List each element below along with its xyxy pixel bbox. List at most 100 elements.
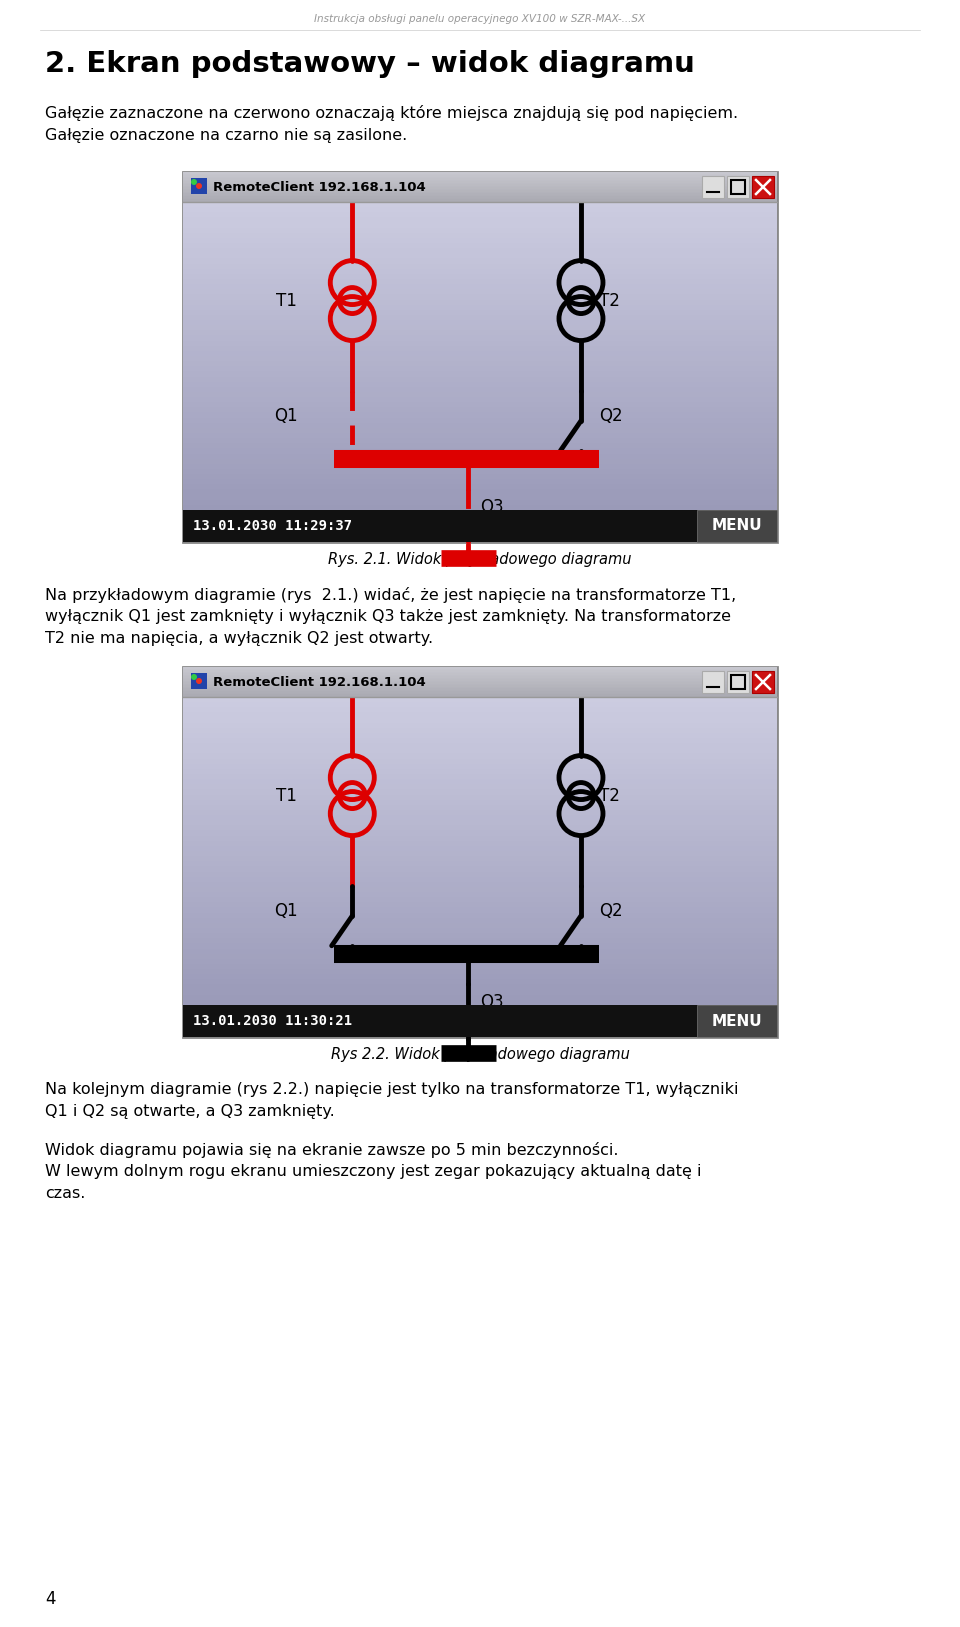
Bar [183, 495, 777, 499]
Bar [183, 176, 777, 177]
Bar [183, 670, 777, 672]
Bar [183, 182, 777, 184]
Text: Q1: Q1 [274, 407, 298, 425]
Text: 2. Ekran podstawowy – widok diagramu: 2. Ekran podstawowy – widok diagramu [45, 50, 695, 78]
Bar [183, 172, 777, 174]
Text: Gałęzie oznaczone na czarno nie są zasilone.: Gałęzie oznaczone na czarno nie są zasil… [45, 129, 407, 143]
Bar [183, 428, 777, 433]
Bar [183, 361, 777, 366]
Bar [183, 877, 777, 882]
Bar [183, 238, 777, 244]
Bar [183, 763, 777, 770]
Bar [183, 695, 777, 698]
Text: T2: T2 [599, 786, 620, 805]
Bar [183, 678, 777, 682]
Bar [183, 934, 777, 939]
Bar [183, 413, 777, 418]
Bar [183, 402, 777, 408]
Bar [183, 690, 777, 691]
Bar [183, 1005, 777, 1036]
Bar [183, 789, 777, 796]
Bar [183, 794, 777, 800]
Bar [183, 913, 777, 918]
Bar [183, 695, 777, 696]
Bar [183, 820, 777, 827]
Text: T2 nie ma napięcia, a wyłącznik Q2 jest otwarty.: T2 nie ma napięcia, a wyłącznik Q2 jest … [45, 631, 433, 646]
Bar [183, 675, 777, 678]
Text: RemoteClient 192.168.1.104: RemoteClient 192.168.1.104 [213, 181, 425, 194]
Bar [183, 490, 777, 495]
Bar [183, 294, 777, 299]
Circle shape [196, 678, 202, 683]
Bar [183, 830, 777, 836]
Bar [183, 758, 777, 765]
Bar [183, 485, 777, 490]
Bar [191, 674, 207, 688]
Bar [183, 810, 777, 815]
Bar [183, 185, 777, 187]
Bar [183, 984, 777, 991]
Bar [183, 316, 777, 321]
Bar [183, 872, 777, 877]
Bar [183, 867, 777, 872]
Bar [183, 197, 777, 200]
Bar [183, 200, 777, 202]
Bar [183, 433, 777, 439]
Bar [183, 908, 777, 913]
Bar [183, 896, 777, 903]
Bar [183, 825, 777, 831]
Text: Rys. 2.1. Widok przykładowego diagramu: Rys. 2.1. Widok przykładowego diagramu [328, 552, 632, 566]
Bar [183, 682, 777, 683]
Bar [183, 187, 777, 189]
Circle shape [196, 182, 202, 189]
Bar [183, 184, 777, 185]
Bar [183, 228, 777, 233]
Bar [183, 836, 777, 841]
Bar [183, 459, 777, 464]
Bar [183, 674, 777, 675]
Bar [183, 774, 777, 779]
Bar [183, 846, 777, 851]
Bar [183, 264, 777, 268]
Bar [183, 418, 777, 423]
Bar [183, 207, 777, 213]
Bar [183, 927, 777, 934]
Bar [183, 454, 777, 459]
Bar [183, 815, 777, 820]
Bar [183, 504, 777, 511]
Bar [183, 397, 777, 403]
Bar [183, 680, 777, 682]
Text: T2: T2 [599, 291, 620, 309]
Text: MENU: MENU [711, 519, 762, 534]
Bar [183, 202, 777, 208]
Bar [183, 696, 777, 703]
Bar [183, 887, 777, 893]
Bar [183, 366, 777, 373]
Bar [183, 174, 777, 176]
Bar [183, 194, 777, 195]
Bar [727, 176, 749, 198]
Bar [183, 423, 777, 428]
Bar [731, 675, 745, 688]
Text: Q2: Q2 [599, 407, 623, 425]
Bar [183, 677, 777, 680]
Bar [702, 670, 724, 693]
Text: Na kolejnym diagramie (rys 2.2.) napięcie jest tylko na transformatorze T1, wyłą: Na kolejnym diagramie (rys 2.2.) napięci… [45, 1082, 738, 1097]
Bar [183, 892, 777, 898]
Bar [183, 285, 777, 290]
Bar [183, 669, 777, 670]
Text: T1: T1 [276, 291, 298, 309]
Bar [183, 509, 777, 542]
Bar [183, 499, 777, 506]
Bar [697, 509, 777, 542]
Circle shape [191, 179, 197, 185]
Bar [183, 268, 777, 275]
Bar [183, 392, 777, 397]
Bar [183, 304, 777, 311]
Bar [183, 443, 777, 449]
Text: RemoteClient 192.168.1.104: RemoteClient 192.168.1.104 [213, 675, 425, 688]
Bar [183, 784, 777, 789]
Bar [183, 449, 777, 454]
Bar [183, 805, 777, 810]
Text: 13.01.2030 11:30:21: 13.01.2030 11:30:21 [193, 1014, 352, 1028]
